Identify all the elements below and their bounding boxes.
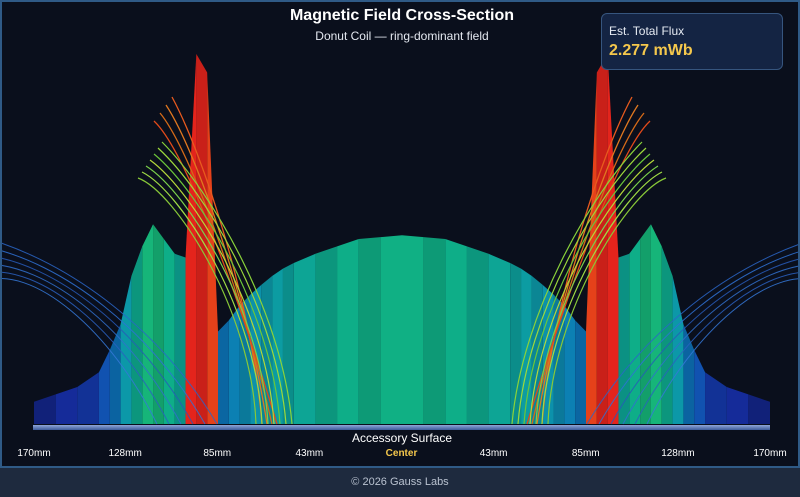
field-line-7 <box>149 159 275 425</box>
field-area-band-30 <box>488 253 511 424</box>
field-area-band-26 <box>402 235 424 424</box>
field-area-band-44 <box>650 224 662 424</box>
field-area-band-23 <box>77 372 99 424</box>
field-lines <box>2 96 798 425</box>
field-area-band-3 <box>315 246 338 424</box>
field-area-band-31 <box>510 263 522 424</box>
field-area-band-48 <box>694 350 706 424</box>
field-area-band-22 <box>98 350 110 424</box>
field-area-band-5 <box>282 263 294 424</box>
chart-subtitle: Donut Coil — ring-dominant field <box>315 29 489 43</box>
field-line-9 <box>141 171 263 425</box>
field-line-29 <box>598 251 798 425</box>
tick-label-3: 43mm <box>295 448 323 459</box>
field-area-band-49 <box>705 372 727 424</box>
field-line-23 <box>523 153 651 425</box>
field-line-16 <box>2 278 158 425</box>
field-area-band-41 <box>618 253 630 424</box>
field-area-band-2 <box>337 239 359 424</box>
field-area-band-18 <box>142 224 154 424</box>
field-line-8 <box>145 165 269 425</box>
field-area-band-46 <box>672 276 684 424</box>
field-line-28 <box>586 244 798 425</box>
field-line-25 <box>535 165 659 425</box>
field-area-band-40 <box>607 54 619 424</box>
chart-panel: Accessory Surface 170mm 128mm 85mm 43mm Cent… <box>0 0 800 468</box>
field-area-band-29 <box>466 246 489 424</box>
field-line-4 <box>161 141 293 425</box>
field-area-band-36 <box>564 305 576 424</box>
field-line-21 <box>511 141 643 425</box>
field-line-11 <box>2 242 218 425</box>
field-area-band-17 <box>153 224 164 424</box>
tick-label-center: Center <box>386 448 418 459</box>
field-line-2 <box>159 112 273 425</box>
field-chart: Accessory Surface 170mm 128mm 85mm 43mm Cent… <box>2 54 798 459</box>
field-area-band-21 <box>109 324 121 424</box>
field-line-6 <box>153 153 281 425</box>
field-area-band-4 <box>293 253 316 424</box>
flux-label: Est. Total Flux <box>609 24 685 38</box>
field-line-15 <box>2 271 170 425</box>
field-area-band-15 <box>174 253 186 424</box>
surface-label: Accessory Surface <box>352 431 452 445</box>
tick-label-7: 128mm <box>661 448 694 459</box>
field-line-19 <box>531 112 645 425</box>
tick-label-1: 128mm <box>108 448 141 459</box>
field-area-band-0 <box>380 235 402 424</box>
field-area-band-20 <box>120 276 132 424</box>
field-line-5 <box>157 147 287 425</box>
footer: © 2026 Gauss Labs <box>0 468 800 497</box>
field-line-18 <box>536 104 639 425</box>
tick-label-8: 170mm <box>753 448 786 459</box>
flux-value: 2.277 mWb <box>609 42 693 59</box>
field-area <box>34 54 770 424</box>
field-line-33 <box>646 278 798 425</box>
field-line-26 <box>541 171 663 425</box>
field-area-band-50 <box>726 387 749 424</box>
field-area-band-10 <box>228 305 240 424</box>
field-area-band-27 <box>423 237 446 424</box>
field-line-27 <box>547 177 667 425</box>
tick-label-6: 85mm <box>572 448 600 459</box>
field-line-30 <box>610 258 798 425</box>
field-area-band-24 <box>55 387 78 424</box>
field-line-31 <box>622 265 798 425</box>
x-axis-ticks: 170mm 128mm 85mm 43mm Center 43mm 85mm 128mm 170… <box>17 448 786 459</box>
accessory-surface <box>33 425 770 430</box>
field-line-13 <box>2 257 194 425</box>
field-area-band-47 <box>683 324 695 424</box>
field-area-band-42 <box>629 239 641 424</box>
flux-card: Est. Total Flux 2.277 mWb <box>601 13 783 70</box>
field-area-band-28 <box>445 239 467 424</box>
field-area-band-1 <box>358 237 381 424</box>
tick-label-5: 43mm <box>480 448 508 459</box>
field-area-band-14 <box>185 54 197 424</box>
field-line-22 <box>517 147 647 425</box>
field-area-band-11 <box>218 320 229 424</box>
field-area-band-25 <box>34 394 56 424</box>
field-line-10 <box>137 177 257 425</box>
field-line-14 <box>2 265 182 425</box>
field-line-1 <box>165 104 268 425</box>
field-line-32 <box>634 272 798 425</box>
tick-label-0: 170mm <box>17 448 50 459</box>
field-area-band-51 <box>748 394 770 424</box>
field-line-24 <box>529 159 655 425</box>
tick-label-2: 85mm <box>203 448 231 459</box>
field-area-band-16 <box>163 239 175 424</box>
field-line-12 <box>2 250 206 425</box>
chart-title: Magnetic Field Cross-Section <box>289 7 515 24</box>
field-area-band-37 <box>575 320 586 424</box>
field-area-band-43 <box>640 224 651 424</box>
